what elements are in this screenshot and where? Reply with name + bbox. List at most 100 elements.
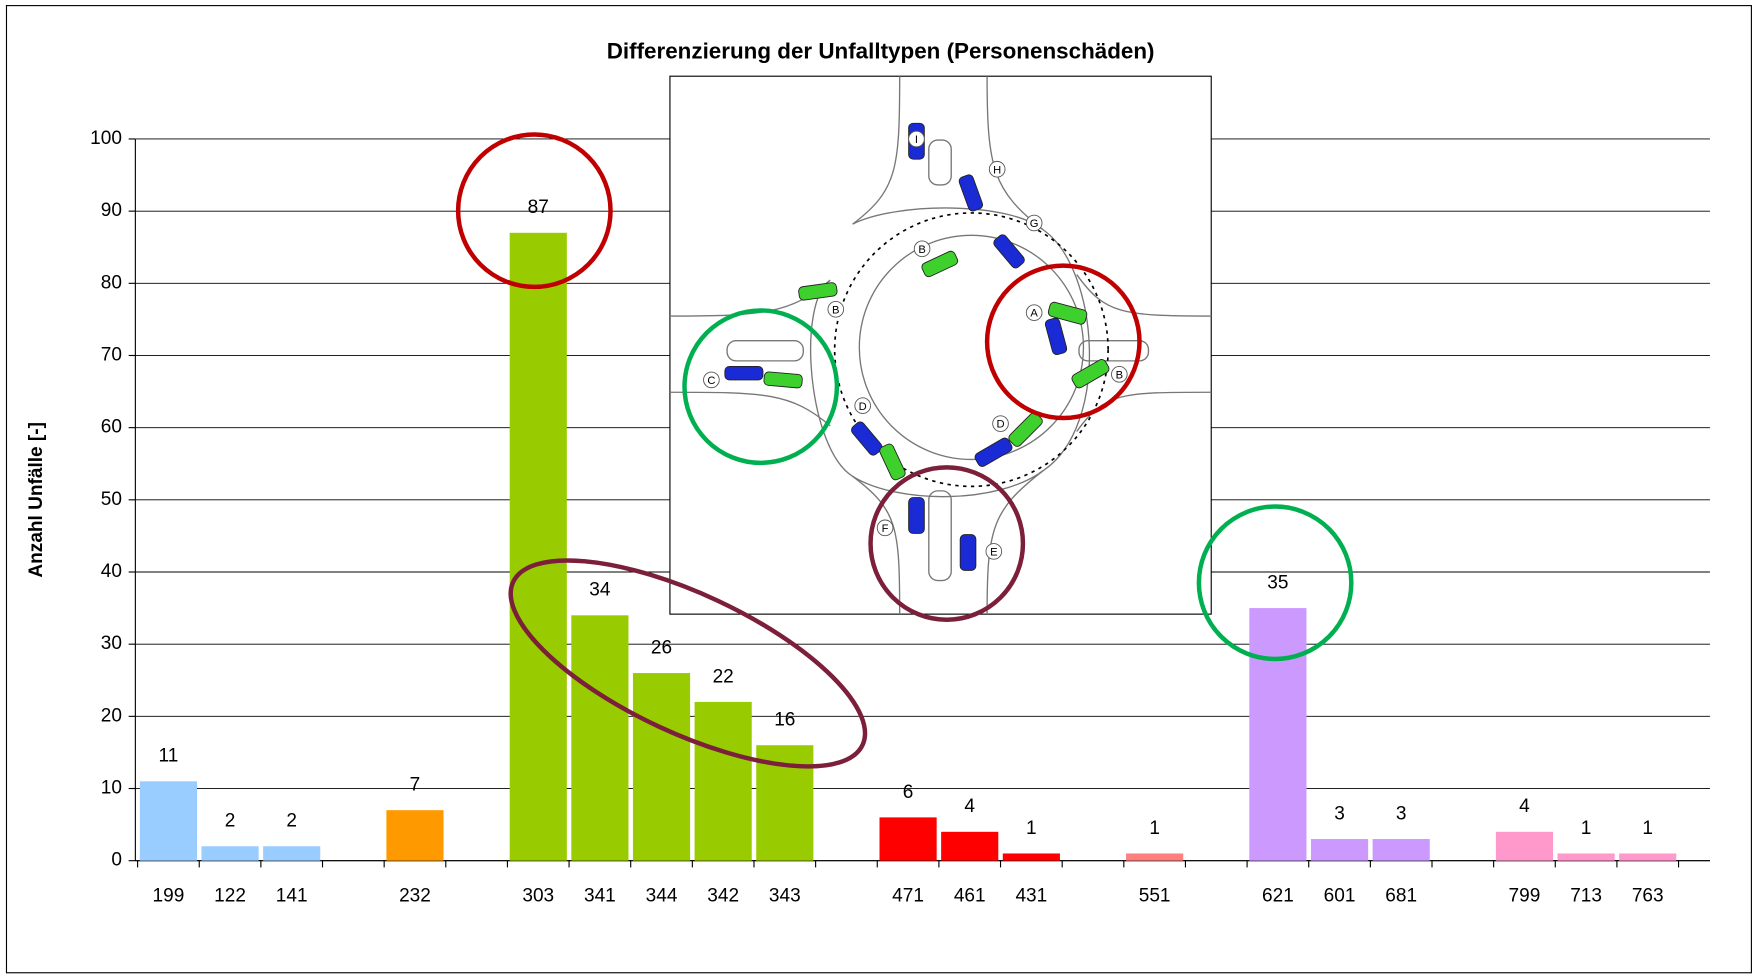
letter-marker (876, 519, 894, 537)
bar (509, 232, 567, 861)
y-tick-label: 60 (101, 417, 122, 438)
letter-marker (703, 371, 720, 389)
x-tick-label: 232 (399, 886, 431, 907)
x-tick-label: 122 (214, 886, 246, 907)
x-tick-label: 471 (892, 886, 924, 907)
bar (1557, 853, 1615, 861)
y-tick-label: 30 (101, 633, 122, 654)
position-letters: I H G B B A B C D D F E (703, 130, 1128, 560)
value-label: 1 (1581, 818, 1592, 839)
position-letter: A (1030, 308, 1038, 320)
splitter-left (726, 340, 804, 362)
car (921, 250, 959, 278)
x-tick-label: 713 (1570, 886, 1602, 907)
x-tick-label: 344 (646, 886, 678, 907)
value-label: 87 (528, 197, 549, 218)
y-tick-label: 10 (101, 778, 122, 799)
bar (1249, 608, 1307, 861)
x-tick-label: 681 (1385, 886, 1417, 907)
value-label: 16 (774, 710, 795, 731)
splitter-top (928, 139, 952, 186)
roundabout-diagram: I H G B B A B C D D F E (669, 75, 1212, 615)
car (724, 366, 764, 381)
car (798, 282, 838, 301)
car (959, 534, 977, 571)
x-tick-label: 621 (1262, 886, 1294, 907)
car (763, 371, 803, 389)
y-tick-label: 70 (101, 345, 122, 366)
position-letter: B (1116, 369, 1123, 381)
highlight-circle (455, 132, 613, 290)
bar (1372, 839, 1430, 861)
position-letter: C (707, 375, 715, 387)
x-tick-label: 342 (707, 886, 739, 907)
position-letter: F (882, 523, 889, 535)
x-tick-label: 431 (1015, 886, 1047, 907)
position-letter: I (915, 134, 918, 146)
letter-marker (1025, 304, 1043, 321)
value-label: 11 (159, 746, 179, 767)
ring-outer (810, 207, 1091, 498)
bar (1002, 853, 1060, 861)
central-island (858, 234, 1085, 461)
bar (694, 701, 752, 861)
value-label: 6 (903, 782, 914, 803)
cars (724, 122, 1110, 571)
letter-marker (827, 301, 845, 318)
value-label: 4 (964, 796, 975, 817)
car (958, 174, 984, 212)
highlight-circle (682, 308, 840, 466)
x-tick-label: 551 (1139, 886, 1171, 907)
x-tick-label: 799 (1509, 886, 1541, 907)
highlights (455, 132, 1354, 769)
x-tick-label: 343 (769, 886, 801, 907)
car (974, 437, 1013, 467)
highlight-circle (868, 465, 1026, 622)
letter-marker (1111, 366, 1128, 383)
bar (386, 810, 444, 861)
x-tick-label: 601 (1324, 886, 1356, 907)
bar (879, 817, 937, 861)
position-letter: G (1030, 218, 1039, 230)
position-letter: E (990, 546, 997, 558)
y-tick-label: 50 (101, 489, 122, 510)
ring-path (833, 212, 1109, 488)
position-letter: D (996, 419, 1004, 431)
value-label: 7 (410, 775, 421, 796)
splitter-bottom (928, 490, 952, 582)
value-label: 2 (286, 811, 297, 832)
x-tick-label: 341 (584, 886, 616, 907)
car (1071, 359, 1110, 389)
value-label: 4 (1519, 796, 1530, 817)
y-tick-label: 0 (111, 850, 122, 871)
splitter-right (1078, 340, 1150, 362)
x-tick-label: 199 (153, 886, 185, 907)
bar (139, 781, 197, 861)
letter-marker (985, 543, 1003, 560)
bar (632, 673, 691, 861)
bar (1619, 853, 1677, 861)
bar (1126, 853, 1184, 861)
value-label: 1 (1149, 818, 1160, 839)
car (908, 497, 925, 534)
highlight-ellipse (508, 558, 868, 769)
x-tick-label: 141 (276, 886, 308, 907)
bar (1310, 839, 1369, 861)
x-tick-label: 303 (522, 886, 554, 907)
value-label: 34 (589, 580, 611, 601)
position-letter: B (918, 244, 925, 256)
chart-title: Differenzierung der Unfalltypen (Persone… (607, 39, 1155, 64)
highlight-circle (984, 263, 1142, 421)
value-label: 1 (1026, 818, 1037, 839)
value-label: 35 (1267, 572, 1288, 593)
letter-marker (913, 240, 931, 258)
y-tick-label: 100 (90, 128, 122, 149)
y-axis-label: Anzahl Unfälle [-] (26, 422, 47, 578)
position-letter: D (859, 401, 867, 413)
bar (1495, 831, 1554, 861)
letter-marker (908, 130, 925, 148)
x-tick-label: 763 (1632, 886, 1664, 907)
letter-marker (988, 160, 1006, 178)
position-letter: H (993, 164, 1001, 176)
